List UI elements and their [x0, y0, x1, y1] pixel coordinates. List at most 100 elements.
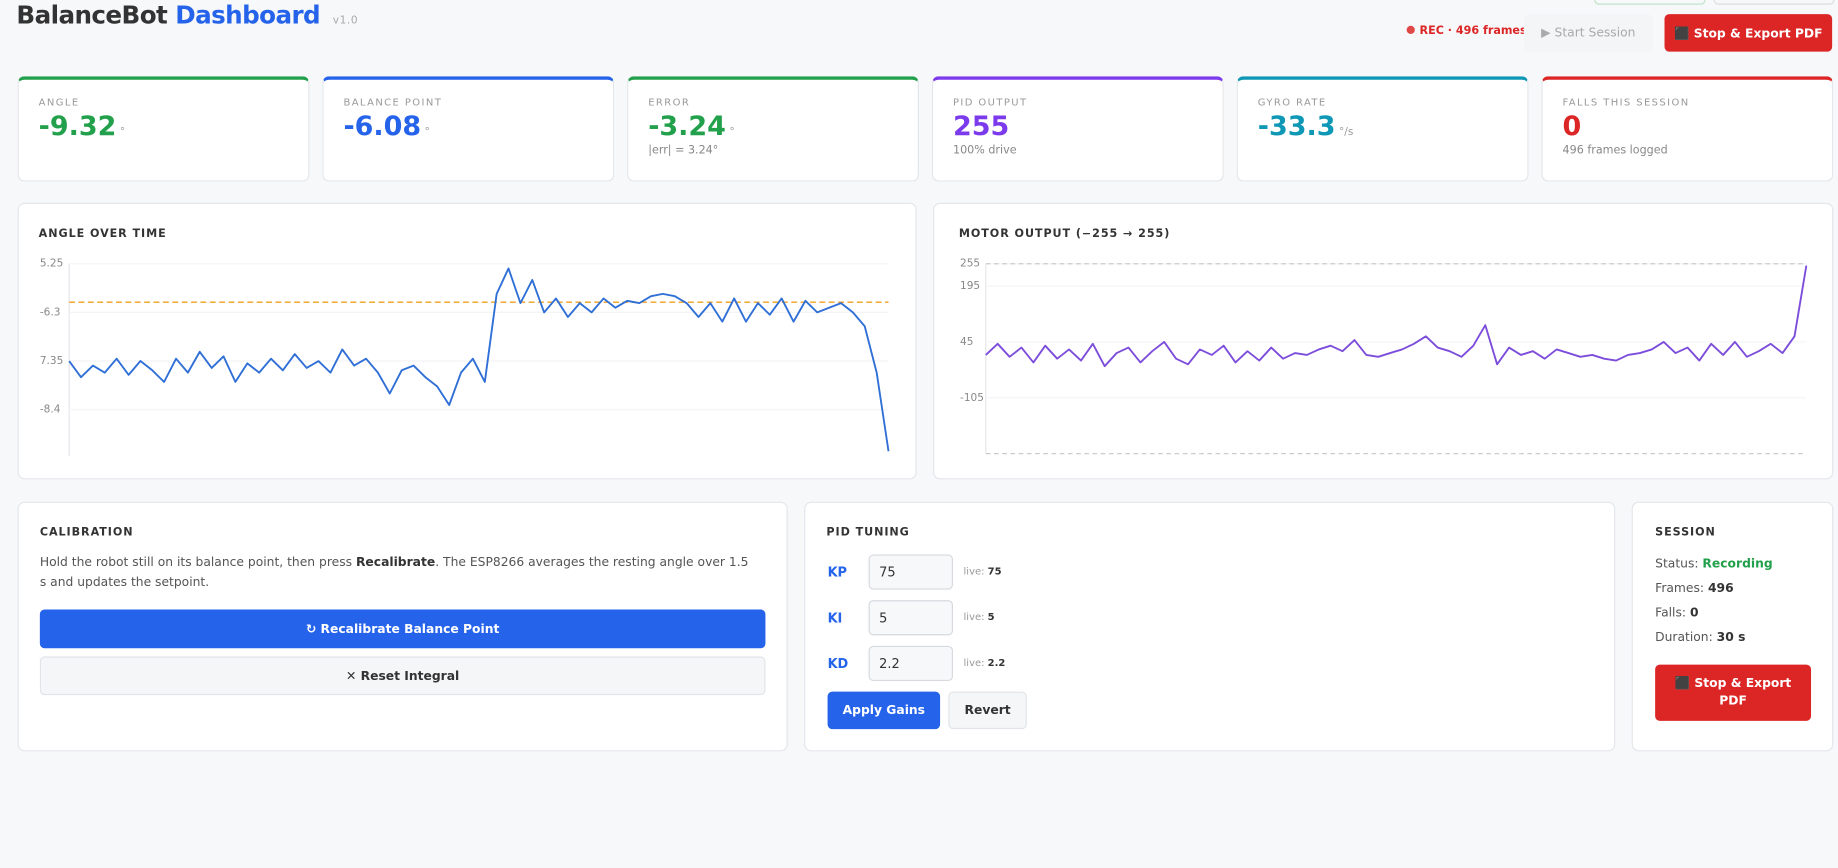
title-accent: Dashboard: [175, 1, 321, 30]
y-tick-label: 45: [960, 336, 973, 348]
chart-title: ANGLE OVER TIME: [38, 227, 167, 241]
stat-unit: °: [729, 126, 735, 139]
card-title: CALIBRATION: [39, 526, 134, 540]
data-line: [985, 265, 1808, 368]
rec-text: REC · 496 frames: [1419, 24, 1527, 38]
gain-input[interactable]: 2.2: [868, 645, 953, 682]
text: . The ESP8266 averages the resting angle…: [39, 555, 749, 590]
card-title: PID TUNING: [826, 526, 910, 540]
y-tick-label: 5.25: [40, 258, 63, 270]
stat-value-row: -3.24 °: [648, 111, 898, 141]
row-label: Falls:: [1655, 606, 1687, 621]
stat-value: -6.08: [343, 111, 422, 142]
chart-card: MOTOR OUTPUT (−255 → 255) 255 195 45 -105: [933, 202, 1834, 480]
stat-value: -9.32: [38, 111, 117, 142]
stat-card: BALANCE POINT -6.08 °: [322, 76, 615, 182]
gain-name: KD: [827, 656, 849, 672]
reset-button[interactable]: ✕ Reset Integral: [39, 656, 766, 696]
row-value: 30 s: [1716, 630, 1746, 645]
row-label: Duration:: [1655, 630, 1713, 645]
y-tick-label: 7.35: [40, 355, 63, 367]
hidden-button[interactable]: [1713, 0, 1835, 5]
text: Hold the robot still on its balance poin…: [39, 555, 356, 570]
live-value: 5: [987, 611, 995, 624]
stat-value: 255: [952, 111, 1010, 142]
row-value: 496: [1707, 581, 1734, 596]
session-row: Frames: 496: [1655, 581, 1734, 595]
rec-dot: [1406, 25, 1415, 34]
stat-sub: 496 frames logged: [1562, 144, 1668, 158]
rec-status: REC · 496 frames: [1406, 24, 1527, 38]
data-line: [68, 267, 890, 452]
row-value: Recording: [1702, 556, 1773, 571]
title: BalanceBot: [16, 1, 168, 30]
chart-title: MOTOR OUTPUT (−255 → 255): [958, 227, 1171, 241]
live-label: live:: [963, 657, 985, 670]
stat-label: GYRO RATE: [1257, 97, 1327, 110]
stat-value: -33.3: [1257, 111, 1336, 142]
app-title: BalanceBot Dashboard v1.0: [16, 1, 358, 29]
chart: 255 195 45 -105: [960, 258, 1808, 455]
y-tick-label: 255: [960, 258, 980, 270]
gain-live: live: 2.2: [964, 658, 1006, 670]
stat-sub: 100% drive: [952, 144, 1017, 158]
stat-value-row: -6.08 °: [343, 111, 593, 141]
gain-live: live: 5: [964, 612, 995, 624]
row-label: Status:: [1655, 556, 1699, 571]
live-value: 75: [987, 566, 1002, 578]
y-tick-label: 195: [960, 280, 980, 292]
stop-button[interactable]: ⬛ Stop & Export PDF: [1664, 14, 1833, 52]
stat-card: ERROR -3.24 ° |err| = 3.24°: [627, 76, 919, 182]
emphasis: Recalibrate: [355, 555, 436, 570]
card-title: SESSION: [1655, 526, 1716, 540]
session-card: SESSION ⬛ Stop & Export PDF Status: Reco…: [1631, 501, 1834, 752]
live-value: 2.2: [987, 657, 1006, 670]
session-row: Status: Recording: [1655, 557, 1773, 571]
stat-label: ANGLE: [38, 97, 80, 110]
version: v1.0: [332, 15, 359, 27]
pid-card: PID TUNING Apply Gains Revert KP 75 live: …: [804, 501, 1616, 752]
stat-value-row: -33.3 °/s: [1258, 111, 1508, 141]
stat-sub: |err| = 3.24°: [648, 144, 719, 158]
start-button[interactable]: ▶ Start Session: [1523, 14, 1653, 52]
calibration-text: Hold the robot still on its balance poin…: [40, 553, 755, 593]
revert-button[interactable]: Revert: [948, 691, 1027, 730]
session-row: Falls: 0: [1655, 606, 1698, 620]
gain-name: KI: [827, 610, 843, 626]
y-tick-label: -8.4: [40, 404, 61, 416]
stat-label: BALANCE POINT: [343, 97, 443, 110]
y-tick-label: -6.3: [40, 306, 61, 318]
gain-input[interactable]: 5: [868, 600, 953, 636]
stat-unit: °: [119, 126, 126, 139]
gain-input[interactable]: 75: [868, 554, 953, 590]
stat-card: GYRO RATE -33.3 °/s: [1236, 76, 1529, 182]
session-row: Duration: 30 s: [1655, 631, 1745, 645]
apply-button[interactable]: Apply Gains: [827, 691, 941, 730]
live-label: live:: [963, 566, 985, 578]
chart: 5.25 -6.3 7.35 -8.4: [40, 258, 890, 456]
recalibrate-button[interactable]: ↻ Recalibrate Balance Point: [39, 609, 766, 649]
stat-unit: °/s: [1338, 126, 1354, 139]
stat-value: 0: [1562, 111, 1582, 142]
hidden-button[interactable]: [1594, 0, 1706, 5]
stat-value-row: 255: [953, 111, 1203, 141]
stat-value: -3.24: [648, 111, 726, 142]
stat-card: FALLS THIS SESSION 0 496 frames logged: [1541, 76, 1834, 182]
gain-live: live: 75: [964, 566, 1002, 578]
stat-value-row: 0: [1563, 111, 1813, 141]
stat-card: PID OUTPUT 255 100% drive: [931, 76, 1224, 182]
stat-card: ANGLE -9.32 °: [17, 76, 310, 182]
stat-label: FALLS THIS SESSION: [1562, 97, 1690, 110]
stat-label: PID OUTPUT: [952, 97, 1028, 110]
y-tick-label: -105: [960, 392, 984, 404]
row-value: 0: [1689, 606, 1699, 621]
live-label: live:: [963, 611, 985, 624]
stat-label: ERROR: [648, 97, 691, 110]
calibration-card: CALIBRATION Hold the robot still on its …: [17, 501, 788, 752]
row-label: Frames:: [1655, 581, 1705, 596]
gain-name: KP: [827, 564, 848, 581]
stop-button[interactable]: ⬛ Stop & Export PDF: [1655, 664, 1812, 721]
chart-card: ANGLE OVER TIME 5.25 -6.3 7.35 -8.4: [17, 202, 917, 480]
